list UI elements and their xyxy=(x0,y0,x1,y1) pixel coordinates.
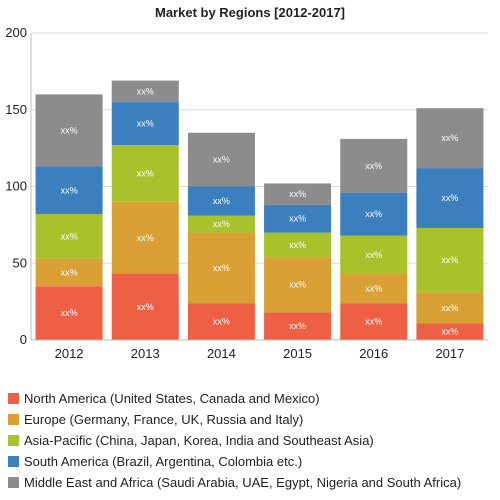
bar-segment xyxy=(187,303,255,340)
bars: xx% xx% xx% xx% xx% xx% xx% xx% xx% xx% xx% xx% xx% x… xyxy=(35,80,484,340)
bar-data-label: xx% xyxy=(61,125,78,135)
bar-segment xyxy=(264,312,332,340)
bar-segment xyxy=(35,166,103,215)
bar-segment xyxy=(111,273,179,340)
y-tick-label: 50 xyxy=(13,255,27,270)
bar-data-label: xx% xyxy=(137,233,154,243)
bar-segment xyxy=(340,303,408,340)
bar-data-label: xx% xyxy=(213,263,230,273)
bar-segment xyxy=(416,108,484,169)
bar-segment xyxy=(111,102,179,146)
bar-data-label: xx% xyxy=(289,214,306,224)
bar-data-label: xx% xyxy=(289,189,306,199)
legend-item: South America (Brazil, Argentina, Colomb… xyxy=(8,451,498,472)
bar-data-label: xx% xyxy=(213,317,230,327)
legend-label: South America (Brazil, Argentina, Colomb… xyxy=(24,454,303,469)
legend-item: North America (United States, Canada and… xyxy=(8,388,498,409)
bar-segment xyxy=(35,94,103,167)
bar-data-label: xx% xyxy=(137,86,154,96)
bar-segment xyxy=(111,145,179,202)
bar-segment xyxy=(187,186,255,216)
bar-data-label: xx% xyxy=(137,119,154,129)
bar-data-label: xx% xyxy=(441,193,458,203)
legend-item: Asia-Pacific (China, Japan, Korea, India… xyxy=(8,430,498,451)
bar-segment xyxy=(111,201,179,274)
bar-data-label: xx% xyxy=(441,255,458,265)
bar-segment xyxy=(416,168,484,228)
legend-item: Middle East and Africa (Saudi Arabia, UA… xyxy=(8,472,498,493)
bar-segment xyxy=(187,232,255,304)
bar-segment xyxy=(264,232,332,258)
bar-segment xyxy=(187,215,255,233)
axes: 0 50 100 150 200 2012 2013 2014 2015 2016 2017 xyxy=(5,25,488,361)
x-tick-label: 2013 xyxy=(131,346,160,361)
bar-segment xyxy=(35,214,103,259)
bar-data-label: xx% xyxy=(213,196,230,206)
bar-segment xyxy=(416,292,484,324)
legend-swatch xyxy=(8,477,19,488)
bar-data-label: xx% xyxy=(61,267,78,277)
bar-segment xyxy=(416,227,484,293)
legend-label: Middle East and Africa (Saudi Arabia, UA… xyxy=(24,475,462,490)
bar-data-label: xx% xyxy=(441,133,458,143)
bar-data-label: xx% xyxy=(137,168,154,178)
legend-label: North America (United States, Canada and… xyxy=(24,391,320,406)
y-tick-label: 200 xyxy=(5,25,27,40)
bar-data-label: xx% xyxy=(365,209,382,219)
x-tick-label: 2017 xyxy=(435,346,464,361)
bar-segment xyxy=(264,257,332,313)
legend-swatch xyxy=(8,393,19,404)
bar-segment xyxy=(340,235,408,274)
legend: North America (United States, Canada and… xyxy=(8,388,498,493)
bar-segment xyxy=(340,138,408,193)
chart-title: Market by Regions [2012-2017] xyxy=(154,5,346,20)
legend-swatch xyxy=(8,456,19,467)
x-tick-label: 2016 xyxy=(359,346,388,361)
x-tick-label: 2014 xyxy=(207,346,236,361)
bar-data-label: xx% xyxy=(61,231,78,241)
x-tick-label: 2012 xyxy=(55,346,84,361)
bar-segment xyxy=(340,273,408,304)
legend-swatch xyxy=(8,435,19,446)
bar-segment xyxy=(35,258,103,287)
bar-data-label: xx% xyxy=(289,280,306,290)
legend-label: Europe (Germany, France, UK, Russia and … xyxy=(24,412,304,427)
bar-segment xyxy=(264,204,332,233)
bar-data-label: xx% xyxy=(61,308,78,318)
bar-data-label: xx% xyxy=(441,327,458,337)
bar-segment xyxy=(187,132,255,187)
bar-data-label: xx% xyxy=(441,303,458,313)
legend-item: Europe (Germany, France, UK, Russia and … xyxy=(8,409,498,430)
x-tick-label: 2015 xyxy=(283,346,312,361)
bar-segment xyxy=(340,192,408,236)
bar-segment xyxy=(264,183,332,205)
bar-data-label: xx% xyxy=(213,155,230,165)
bar-data-label: xx% xyxy=(61,185,78,195)
bar-data-label: xx% xyxy=(365,161,382,171)
bar-data-label: xx% xyxy=(365,317,382,327)
bar-data-label: xx% xyxy=(365,250,382,260)
y-tick-label: 150 xyxy=(5,102,27,117)
legend-label: Asia-Pacific (China, Japan, Korea, India… xyxy=(24,433,374,448)
bar-segment xyxy=(416,323,484,340)
bar-data-label: xx% xyxy=(365,284,382,294)
y-tick-label: 0 xyxy=(20,332,27,347)
bar-segment xyxy=(111,80,179,103)
bar-segment xyxy=(35,286,103,340)
y-tick-label: 100 xyxy=(5,179,27,194)
bar-data-label: xx% xyxy=(289,240,306,250)
bar-data-label: xx% xyxy=(289,321,306,331)
bar-data-label: xx% xyxy=(213,219,230,229)
legend-swatch xyxy=(8,414,19,425)
bar-data-label: xx% xyxy=(137,302,154,312)
